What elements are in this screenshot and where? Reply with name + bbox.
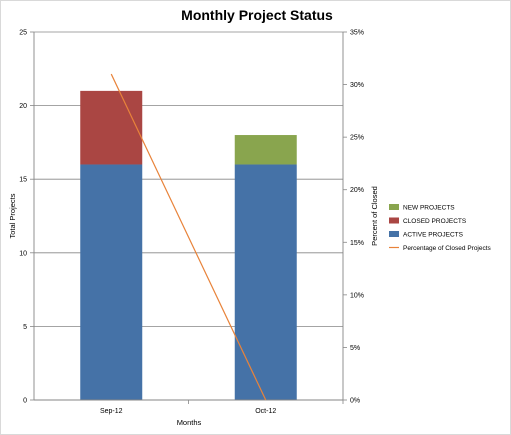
tick-labels: 0 5 10 15 20 25 0% 5% 10% 15% 20% 25% 30% 35% Sep-12 Oc…	[19, 30, 364, 416]
y2-tick-label: 15%	[350, 240, 364, 247]
y2-tick-label: 10%	[350, 292, 364, 299]
y2-tick-label: 5%	[350, 345, 360, 352]
y2-tick-label: 0%	[350, 398, 360, 405]
y-tick-label: 0	[23, 398, 27, 405]
legend-label-closed-projects: CLOSED PROJECTS	[403, 218, 467, 225]
legend: NEW PROJECTS CLOSED PROJECTS ACTIVE PROJEC…	[389, 204, 492, 252]
bar-active-projects-sep-12	[80, 164, 143, 400]
x-tick-label: Oct-12	[255, 408, 276, 415]
legend-swatch-active-projects	[389, 231, 399, 237]
y-tick-label: 20	[19, 103, 27, 110]
secondary-y-axis-label: Percent of Closed	[370, 186, 379, 246]
y-tick-label: 10	[19, 250, 27, 257]
y-tick-label: 25	[19, 30, 27, 37]
y-axis-label: Total Projects	[8, 193, 17, 238]
bar-new-projects-oct-12	[234, 135, 297, 165]
y2-tick-label: 30%	[350, 82, 364, 89]
legend-label-percentage-of-closed-projects: Percentage of Closed Projects	[403, 245, 492, 252]
y2-tick-label: 25%	[350, 135, 364, 142]
bars	[80, 90, 297, 400]
y2-tick-label: 20%	[350, 187, 364, 194]
legend-label-new-projects: NEW PROJECTS	[403, 204, 455, 211]
y-tick-label: 5	[23, 324, 27, 331]
bar-closed-projects-sep-12	[80, 90, 143, 165]
legend-swatch-new-projects	[389, 204, 399, 210]
axes	[30, 31, 347, 404]
y-tick-label: 15	[19, 177, 27, 184]
legend-swatch-closed-projects	[389, 217, 399, 224]
x-tick-label: Sep-12	[100, 408, 123, 415]
percent-line	[110, 73, 267, 401]
line-percentage-of-closed-projects	[110, 73, 267, 401]
bar-active-projects-oct-12	[234, 164, 297, 400]
x-axis-label: Months	[177, 418, 202, 427]
legend-label-active-projects: ACTIVE PROJECTS	[403, 231, 464, 238]
chart-title: Monthly Project Status	[181, 7, 333, 23]
y2-tick-label: 35%	[350, 30, 364, 37]
